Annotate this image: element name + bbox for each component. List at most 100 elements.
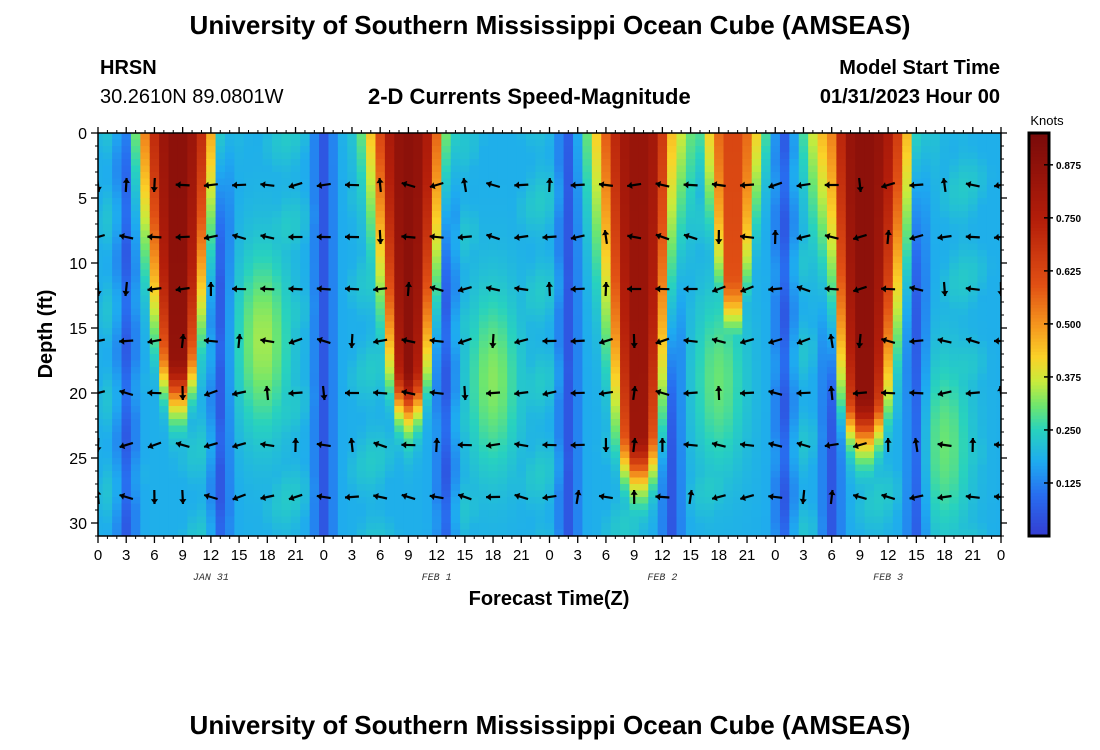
heatmap-cell: [601, 159, 612, 167]
heatmap-cell: [347, 503, 358, 511]
heatmap-cell: [779, 341, 790, 349]
heatmap-cell: [328, 477, 339, 485]
heatmap-cell: [507, 399, 518, 407]
heatmap-cell: [253, 412, 264, 420]
heatmap-cell: [836, 204, 847, 212]
heatmap-cell: [648, 315, 659, 323]
heatmap-cell: [789, 308, 800, 316]
heatmap-cell: [638, 393, 649, 401]
heatmap-cell: [234, 425, 245, 433]
heatmap-cell: [610, 191, 621, 199]
heatmap-cell: [224, 243, 235, 251]
heatmap-cell: [488, 230, 499, 238]
heatmap-cell: [714, 425, 725, 433]
chart-subtitle: 2-D Currents Speed-Magnitude: [368, 84, 691, 109]
heatmap-cell: [714, 276, 725, 284]
heatmap-cell: [272, 516, 283, 524]
heatmap-cell: [98, 295, 104, 303]
heatmap-cell: [403, 360, 414, 368]
heatmap-cell: [732, 373, 743, 381]
heatmap-cell: [262, 399, 273, 407]
heatmap-cell: [196, 510, 207, 518]
heatmap-cell: [845, 198, 856, 206]
heatmap-cell: [422, 334, 433, 342]
heatmap-cell: [478, 178, 489, 186]
heatmap-cell: [836, 237, 847, 245]
heatmap-cell: [356, 276, 367, 284]
heatmap-cell: [789, 386, 800, 394]
heatmap-cell: [347, 347, 358, 355]
heatmap-cell: [497, 477, 508, 485]
heatmap-cell: [375, 159, 386, 167]
heatmap-cell: [525, 321, 536, 329]
heatmap-cell: [770, 406, 781, 414]
heatmap-cell: [563, 315, 574, 323]
heatmap-cell: [384, 276, 395, 284]
heatmap-cell: [657, 315, 668, 323]
heatmap-cell: [817, 224, 828, 232]
heatmap-cell: [488, 289, 499, 297]
heatmap-cell: [319, 217, 330, 225]
heatmap-cell: [441, 425, 452, 433]
heatmap-cell: [554, 152, 565, 160]
heatmap-cell: [384, 256, 395, 264]
heatmap-cell: [98, 263, 104, 271]
heatmap-cell: [714, 159, 725, 167]
heatmap-cell: [610, 445, 621, 453]
heatmap-cell: [394, 523, 405, 531]
heatmap-cell: [168, 347, 179, 355]
heatmap-cell: [808, 263, 819, 271]
heatmap-cell: [347, 523, 358, 531]
heatmap-cell: [262, 516, 273, 524]
heatmap-cell: [554, 178, 565, 186]
heatmap-cell: [525, 464, 536, 472]
heatmap-cell: [441, 393, 452, 401]
heatmap-cell: [130, 152, 141, 160]
heatmap-cell: [488, 510, 499, 518]
heatmap-cell: [742, 172, 753, 180]
heatmap-cell: [431, 510, 442, 518]
heatmap-cell: [836, 471, 847, 479]
heatmap-cell: [140, 230, 151, 238]
heatmap-cell: [582, 237, 593, 245]
heatmap-cell: [262, 341, 273, 349]
heatmap-cell: [469, 445, 480, 453]
heatmap-cell: [563, 328, 574, 336]
heatmap-cell: [695, 490, 706, 498]
heatmap-cell: [836, 523, 847, 531]
heatmap-cell: [413, 308, 424, 316]
heatmap-cell: [130, 529, 141, 536]
heatmap-cell: [234, 432, 245, 440]
heatmap-cell: [582, 490, 593, 498]
heatmap-cell: [563, 172, 574, 180]
heatmap-cell: [723, 425, 734, 433]
heatmap-cell: [798, 412, 809, 420]
heatmap-cell: [591, 334, 602, 342]
heatmap-cell: [366, 269, 377, 277]
heatmap-cell: [328, 419, 339, 427]
heatmap-cell: [601, 263, 612, 271]
heatmap-cell: [525, 438, 536, 446]
heatmap-cell: [779, 315, 790, 323]
heatmap-cell: [347, 321, 358, 329]
heatmap-cell: [789, 263, 800, 271]
heatmap-cell: [779, 484, 790, 492]
heatmap-cell: [196, 360, 207, 368]
heatmap-cell: [319, 139, 330, 147]
heatmap-cell: [789, 315, 800, 323]
heatmap-cell: [196, 152, 207, 160]
heatmap-cell: [187, 282, 198, 290]
heatmap-cell: [610, 172, 621, 180]
heatmap-cell: [450, 451, 461, 459]
heatmap-cell: [751, 165, 762, 173]
heatmap-cell: [272, 328, 283, 336]
heatmap-cell: [272, 464, 283, 472]
heatmap-cell: [488, 133, 499, 141]
heatmap-cell: [714, 328, 725, 336]
heatmap-cell: [281, 224, 292, 232]
heatmap-cell: [685, 204, 696, 212]
heatmap-cell: [394, 276, 405, 284]
heatmap-cell: [789, 211, 800, 219]
heatmap-cell: [648, 497, 659, 505]
heatmap-cell: [394, 484, 405, 492]
